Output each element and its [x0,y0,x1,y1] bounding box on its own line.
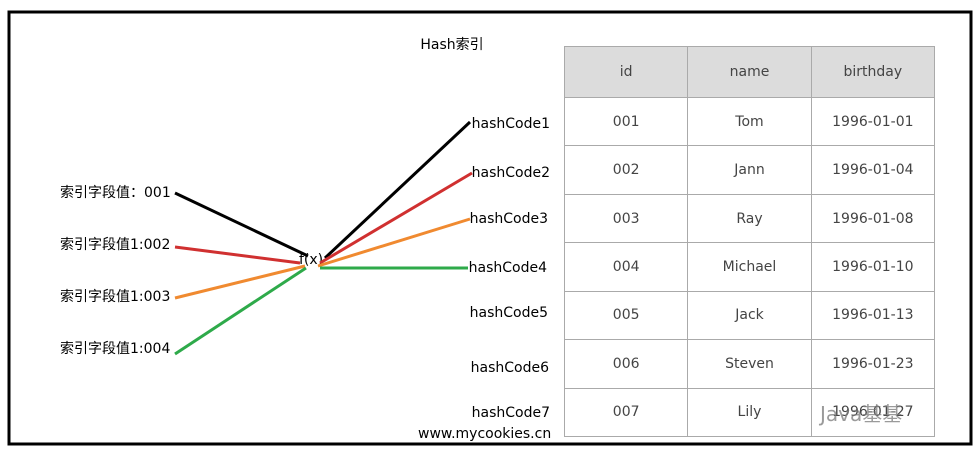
title: Hash索引 [420,36,483,53]
header-cell: name [687,46,812,98]
frame [7,10,973,446]
hash-code: hashCode7 [472,405,550,421]
link [317,217,471,268]
table-cell: Lily [687,387,812,438]
table-cell: 1996-01-10 [810,242,936,292]
header-cell: id [563,46,689,98]
table-cell: 002 [563,145,689,195]
index-value: 索引字段值1:002 [60,236,170,253]
header-cell: birthday [810,46,936,98]
hash-code: hashCode4 [469,260,547,276]
table-cell: 1996-01-23 [810,339,936,389]
table-row: 007 Lily 1996-01-27 [563,387,936,438]
table-cell: 1996-01-08 [810,193,936,244]
table-row: 003 Ray 1996-01-08 [563,193,936,244]
hash-code: hashCode2 [472,165,550,181]
table-cell: 004 [563,242,689,292]
data-table: id name birthday 001 Tom 1996-01-01 002 Jann 19… [563,46,936,438]
arrows [174,120,473,356]
table-row: 001 Tom 1996-01-01 [563,96,936,147]
link [323,120,472,260]
link [174,264,306,300]
table-row: 002 Jann 1996-01-04 [563,145,936,195]
hash-code: hashCode5 [470,305,548,321]
hash-code: hashCode3 [470,211,548,227]
link [174,191,309,258]
table-cell: Michael [687,242,812,292]
watermark: Java基基 [820,402,903,426]
table-cell: Tom [687,96,812,147]
link [174,245,301,265]
index-value: 索引字段值：001 [60,184,171,201]
table-cell: Ray [687,193,812,244]
index-value: 索引字段值1:003 [60,288,170,305]
table-cell: 006 [563,339,689,389]
table-cell: Jann [687,145,812,195]
table-body: 001 Tom 1996-01-01 002 Jann 1996-01-04 003 Ray 1… [563,96,936,438]
index-value: 索引字段值1:004 [60,340,170,357]
link [319,171,473,265]
table-row: 006 Steven 1996-01-23 [563,339,936,389]
table-cell: 1996-01-13 [810,290,936,341]
header-row: id name birthday [563,46,936,98]
table-cell: 1996-01-01 [810,96,936,147]
table-cell: Jack [687,290,812,341]
table-cell: 003 [563,193,689,244]
table-row: 005 Jack 1996-01-13 [563,290,936,341]
table-cell: 001 [563,96,689,147]
hash-code: hashCode1 [472,116,550,132]
hash-code: hashCode6 [471,360,549,376]
table-row: 004 Michael 1996-01-10 [563,242,936,292]
table-cell: 007 [563,387,689,438]
table-cell: 1996-01-04 [810,145,936,195]
link [174,266,307,356]
table-cell: 005 [563,290,689,341]
footer: www.mycookies.cn [418,426,551,442]
table-cell: Steven [687,339,812,389]
table-cell: 1996-01-27 [810,387,936,438]
